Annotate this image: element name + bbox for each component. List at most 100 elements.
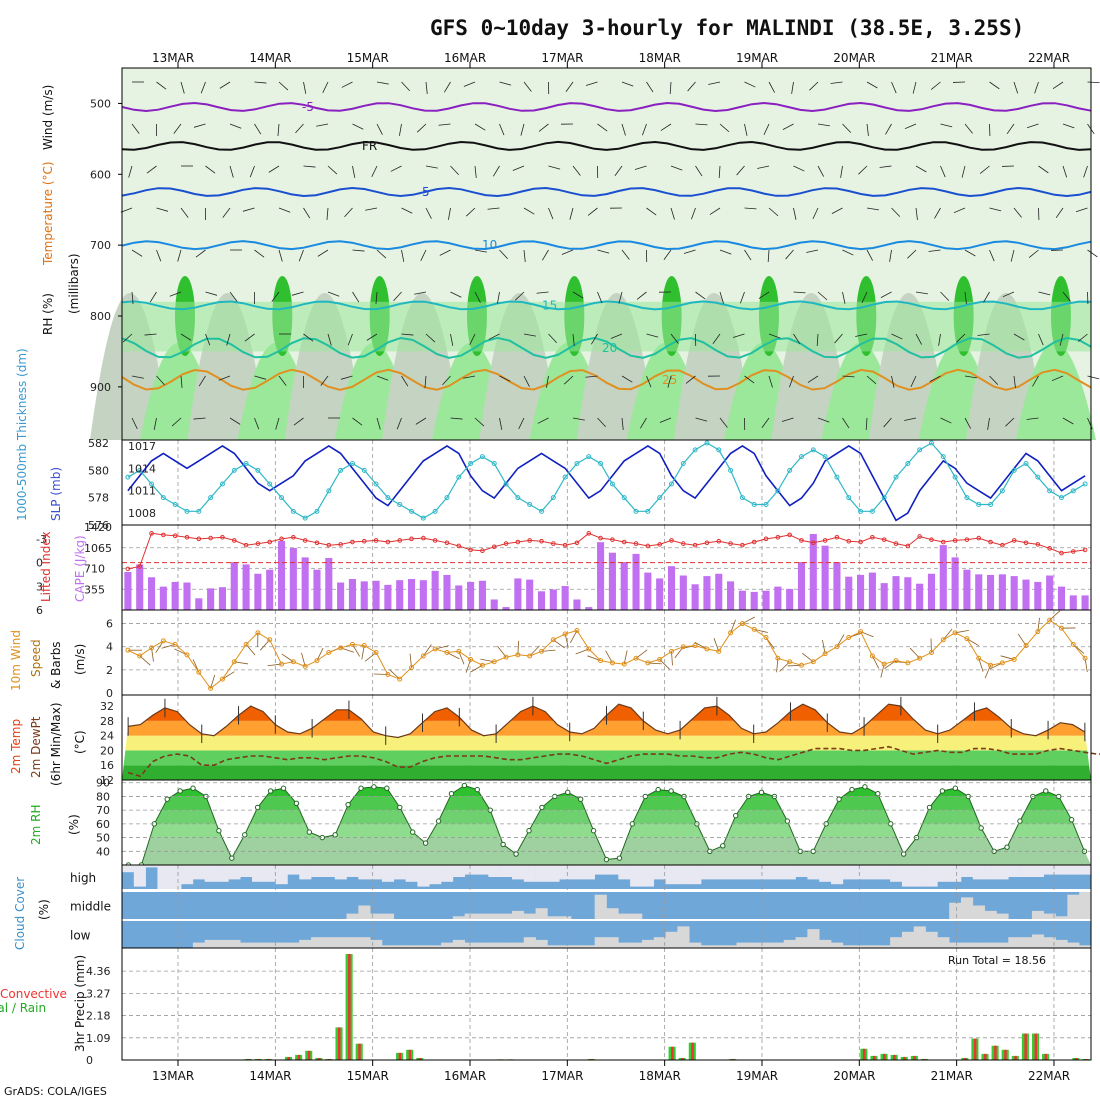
wind-barb [1013, 375, 1016, 388]
wind-barb [401, 333, 414, 336]
thickness-point [527, 502, 533, 507]
wind-barb [198, 375, 206, 387]
wind-barb [768, 333, 781, 339]
lifted-index-point [503, 541, 509, 546]
wind-barb [1013, 207, 1022, 218]
cloud-bar-low [452, 939, 465, 948]
rh2m-point [461, 782, 468, 789]
cape-bar [951, 557, 959, 610]
thickness-point [858, 508, 864, 514]
wind-barb [376, 417, 381, 430]
wind-barb [1062, 123, 1075, 129]
thickness-point [999, 488, 1005, 494]
wind-barb [989, 81, 1000, 90]
wind-barb [463, 81, 476, 87]
rh2m-point [345, 801, 351, 808]
rh2m-point [242, 832, 248, 838]
cape-bar [857, 574, 865, 610]
contour-label: -5 [302, 100, 314, 114]
cloud-bar-low [370, 939, 383, 948]
wind-barb [912, 81, 917, 94]
cape-bar [136, 564, 144, 610]
thickness-point [763, 502, 769, 507]
temp-band [122, 765, 1091, 780]
cape-bar [904, 577, 912, 610]
wind-barb [401, 207, 413, 214]
wind-barb [565, 81, 574, 92]
thickness-point [420, 515, 426, 521]
wind-barb [275, 417, 280, 430]
lifted-index-point [704, 540, 710, 546]
wind10m-point [432, 646, 438, 652]
cloud-bar-high [901, 865, 915, 887]
wind-barb [961, 165, 966, 178]
wind10m-point [1058, 625, 1064, 631]
date-label-top: 22MAR [1028, 51, 1070, 65]
date-label-bottom: 15MAR [347, 1069, 389, 1083]
rh2m-point [849, 786, 855, 793]
wind-barb [793, 333, 801, 345]
cloud-bar-middle [547, 916, 560, 919]
cloud-bar-low [724, 945, 737, 948]
thickness-point [456, 474, 462, 480]
contour-label: 10 [482, 238, 497, 252]
cape-bar [159, 586, 167, 610]
thickness-point [928, 440, 934, 446]
thickness-point [621, 495, 627, 501]
slp-tick: 1017 [128, 440, 156, 453]
wind-barb [499, 417, 503, 430]
cape-bar [467, 581, 475, 610]
rh2m-tick: 80 [96, 790, 110, 803]
wind10m-point [231, 659, 237, 665]
cloud-bar-low [441, 942, 454, 948]
lifted-index-point [397, 538, 403, 543]
thickness-point [149, 481, 155, 487]
wind10m-point [1047, 617, 1053, 623]
cloud-label: Cloud Cover [13, 877, 27, 950]
cloud-bar-high [736, 865, 749, 880]
wind-barb [396, 417, 402, 430]
wind-barb [979, 165, 990, 174]
lifted-index-point [929, 537, 934, 542]
thickness-point [988, 502, 994, 507]
cloud-bar-low [523, 937, 536, 948]
wind-barb [327, 291, 340, 297]
wind10m-point [1023, 643, 1029, 649]
cloud-bar-high [913, 865, 926, 887]
wind-barb [1005, 417, 1015, 427]
wind-barb [548, 165, 561, 170]
cloud-bar-middle [346, 913, 359, 919]
cloud-bar-middle [523, 913, 536, 919]
cloud-bar-high [157, 865, 170, 889]
wind-barb [390, 165, 402, 172]
wind-barb [229, 417, 241, 425]
wind-barb [670, 333, 679, 344]
lifted-index-point [291, 534, 296, 540]
rh2m-tick: 70 [96, 804, 110, 817]
thickness-point [432, 508, 438, 514]
wind-barb [817, 291, 828, 301]
precip-convective-bar [297, 1054, 301, 1060]
rh2m-tick: 60 [96, 818, 110, 831]
precip-convective-bar [307, 1050, 311, 1060]
cloud-bar-low [783, 939, 796, 948]
precip-tick: 1.09 [86, 1032, 111, 1045]
wind10m-point [125, 647, 131, 653]
wind-barb [376, 375, 389, 381]
precip-convective-bar [923, 1058, 926, 1060]
wind-barb [744, 81, 756, 88]
cloud-bar-low [381, 945, 395, 948]
thickness-point [562, 474, 568, 480]
cloud-bar-low [488, 942, 501, 948]
cape-bar [207, 588, 215, 610]
lifted-index-point [385, 539, 391, 545]
rh2m-point [1017, 818, 1023, 824]
cloud-bar-high [535, 865, 548, 882]
cloud-bar-high [1031, 865, 1045, 877]
thickness-point [1011, 467, 1017, 473]
wind-barb [520, 123, 525, 136]
cloud-bar-low [287, 942, 300, 948]
cloud-bar-high [771, 865, 785, 880]
lifted-index-point [763, 536, 769, 542]
wind-barb [915, 291, 928, 295]
